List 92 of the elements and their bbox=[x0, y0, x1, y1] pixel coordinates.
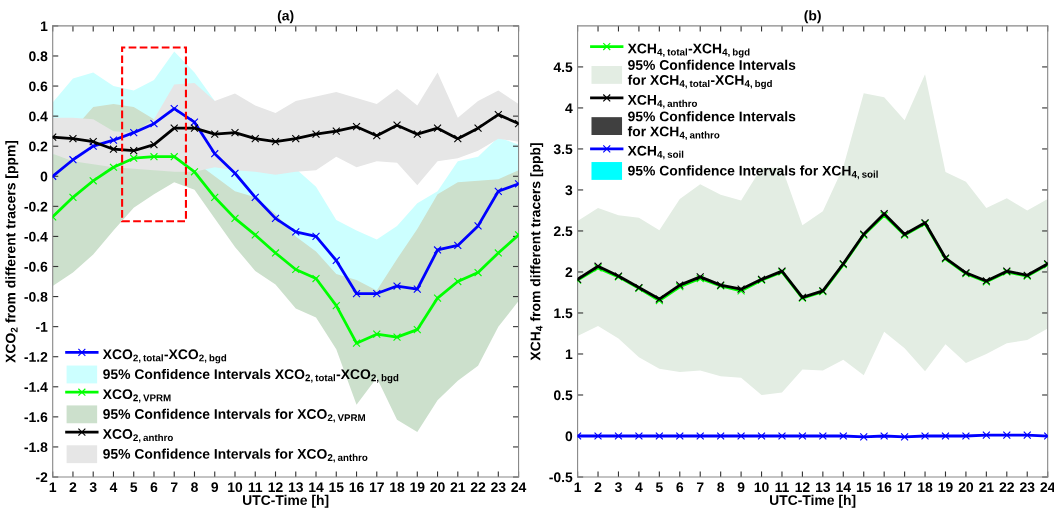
y-tick-label: -0.5 bbox=[549, 472, 573, 483]
y-tick-label: 3.5 bbox=[553, 144, 573, 155]
x-tick-label: 17 bbox=[369, 482, 384, 492]
x-tick-label: 20 bbox=[430, 482, 445, 493]
y-tick-label: 0.8 bbox=[29, 51, 48, 62]
x-tick-label: 21 bbox=[450, 482, 466, 492]
y-tick-label: 0 bbox=[40, 171, 48, 182]
x-tick-label: 10 bbox=[754, 482, 769, 493]
x-axis-title: UTC-Time [h] bbox=[243, 494, 329, 508]
y-tick-label: -0.2 bbox=[24, 201, 48, 212]
legend-label: XCO$_{2,VPRM}$ bbox=[102, 389, 171, 403]
x-tick-label: 22 bbox=[470, 482, 486, 492]
x-tick-label: 5 bbox=[655, 482, 663, 493]
y-tick-label: -1.4 bbox=[24, 382, 48, 392]
x-tick-label: 4 bbox=[109, 482, 118, 492]
x-tick-label: 5 bbox=[130, 482, 138, 493]
x-tick-label: 12 bbox=[268, 482, 283, 492]
x-tick-label: 19 bbox=[938, 482, 953, 493]
x-tick-label: 8 bbox=[191, 482, 198, 493]
y-tick-label: 1.5 bbox=[554, 308, 573, 319]
y-tick-label: -1 bbox=[36, 322, 48, 332]
y-tick-label: 0.6 bbox=[29, 81, 48, 92]
x-tick-label: 9 bbox=[211, 482, 219, 493]
x-tick-label: 7 bbox=[696, 482, 704, 492]
y-tick-label: -0.8 bbox=[24, 291, 48, 302]
y-tick-label: 0.4 bbox=[29, 111, 48, 122]
y-tick-label: -1.2 bbox=[24, 352, 48, 362]
x-tick-label: 1 bbox=[49, 482, 57, 492]
x-tick-label: 14 bbox=[836, 482, 851, 492]
y-tick-label: -1.8 bbox=[24, 442, 48, 453]
y-tick-label: 4 bbox=[565, 103, 573, 113]
x-tick-label: 18 bbox=[390, 482, 405, 493]
x-tick-label: 21 bbox=[979, 482, 994, 492]
y-axis-title: XCO$_{2}$ from different tracers [ppm] bbox=[5, 140, 19, 363]
x-tick-label: 11 bbox=[775, 482, 789, 492]
x-tick-label: 24 bbox=[511, 482, 527, 492]
legend-label: 95% Confidence Intervals for XCH$_{4,soil}$ bbox=[628, 165, 878, 180]
x-tick-label: 22 bbox=[999, 482, 1014, 492]
y-tick-label: 0.2 bbox=[29, 141, 48, 152]
legend-label: XCH$_{4,total}$-XCH$_{4,bgd}$ bbox=[627, 43, 750, 58]
x-tick-label: 11 bbox=[248, 482, 263, 492]
x-tick-label: 3 bbox=[614, 482, 622, 493]
y-tick-label: 0 bbox=[565, 431, 573, 442]
y-tick-label: 0.5 bbox=[553, 390, 573, 401]
x-tick-label: 6 bbox=[150, 482, 158, 493]
legend-label: 95% Confidence Intervals XCO$_{2,total}$-XCO$_{2,bgd}$ bbox=[103, 368, 399, 384]
y-tick-label: 3 bbox=[565, 185, 573, 196]
x-tick-label: 16 bbox=[349, 482, 364, 493]
x-tick-label: 7 bbox=[170, 482, 178, 492]
y-tick-label: -0.6 bbox=[24, 261, 48, 272]
x-tick-label: 3 bbox=[89, 482, 97, 493]
x-tick-label: 18 bbox=[918, 482, 933, 493]
y-tick-label: -1.6 bbox=[24, 412, 48, 423]
y-axis-title: XCH$_{4}$ from different tracers [ppb] bbox=[530, 143, 544, 361]
x-tick-label: 4 bbox=[635, 482, 643, 492]
x-tick-label: 16 bbox=[877, 482, 892, 493]
legend-label: XCH$_{4,soil}$ bbox=[627, 145, 684, 160]
x-tick-label: 23 bbox=[1020, 482, 1035, 493]
legend-label: 95% Confidence Intervals for XCO$_{2,VPRM}$ bbox=[103, 408, 365, 423]
y-tick-label: 2 bbox=[565, 267, 573, 277]
x-tick-label: 9 bbox=[737, 482, 745, 493]
x-tick-label: 15 bbox=[856, 482, 872, 493]
x-tick-label: 6 bbox=[676, 482, 684, 493]
x-tick-label: 13 bbox=[816, 482, 831, 493]
x-tick-label: 12 bbox=[795, 482, 810, 492]
x-tick-label: 23 bbox=[491, 482, 506, 493]
x-axis-title: UTC-Time [h] bbox=[770, 494, 856, 508]
legend-label: 95% Confidence Intervals for XCH$_{4,anthro}$ bbox=[627, 111, 796, 140]
legend-label: 95% Confidence Intervals for XCO$_{2,anthro}$ bbox=[103, 448, 368, 463]
x-tick-label: 10 bbox=[228, 482, 243, 493]
x-tick-label: 14 bbox=[309, 482, 324, 492]
legend-label: XCO$_{2,anthro}$ bbox=[102, 429, 173, 443]
chart-title: (b) bbox=[804, 10, 821, 24]
x-tick-label: 19 bbox=[410, 482, 425, 493]
x-tick-label: 20 bbox=[958, 482, 974, 493]
x-tick-label: 8 bbox=[717, 482, 725, 493]
y-tick-label: 4.5 bbox=[553, 62, 573, 73]
x-tick-label: 2 bbox=[594, 482, 602, 492]
x-tick-label: 1 bbox=[574, 482, 582, 492]
y-tick-label: 1 bbox=[40, 21, 48, 31]
chart-title: (a) bbox=[277, 10, 294, 24]
legend-label: XCH$_{4,anthro}$ bbox=[627, 94, 698, 109]
y-tick-label: 2.5 bbox=[553, 226, 573, 237]
y-tick-label: -2 bbox=[36, 472, 48, 483]
y-tick-label: 1 bbox=[565, 349, 573, 360]
x-tick-label: 17 bbox=[897, 482, 912, 492]
legend-label: XCO$_{2,total}$-XCO$_{2,bgd}$ bbox=[102, 349, 227, 364]
x-tick-label: 13 bbox=[288, 482, 303, 493]
legend-label: 95% Confidence Intervals for XCH$_{4,total}$-XCH$_{4,bgd}$ bbox=[627, 59, 796, 90]
x-tick-label: 2 bbox=[69, 482, 77, 492]
x-tick-label: 15 bbox=[329, 482, 344, 493]
y-tick-label: -0.4 bbox=[24, 231, 48, 242]
